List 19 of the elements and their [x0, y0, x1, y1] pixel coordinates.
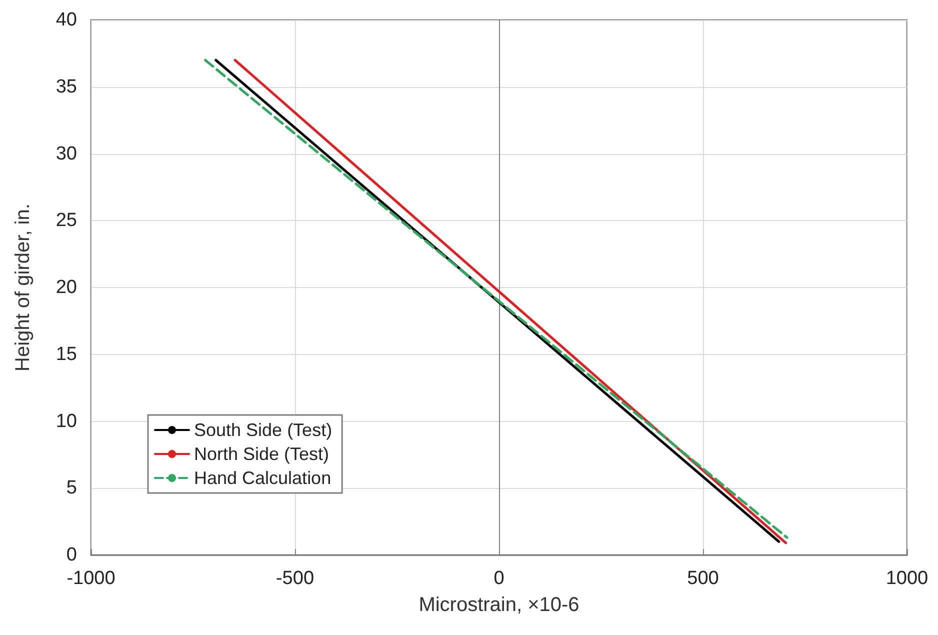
y-tick-label: 20: [56, 277, 77, 298]
y-axis-title: Height of girder, in.: [12, 204, 34, 372]
y-tick-label: 5: [66, 478, 77, 499]
x-axis-title: Microstrain, ×10-6: [418, 594, 580, 616]
legend-label: South Side (Test): [194, 420, 332, 440]
legend-label: North Side (Test): [194, 444, 330, 464]
x-tick-label: 1000: [886, 568, 928, 589]
y-tick-label: 10: [56, 410, 77, 432]
y-tick-label: 30: [56, 143, 77, 164]
y-tick-label: 35: [56, 76, 77, 98]
y-tick-label: 40: [56, 10, 77, 30]
x-tick-label: -1000: [66, 568, 116, 589]
y-tick-label: 15: [56, 344, 77, 365]
legend-label: Hand Calculation: [194, 468, 332, 488]
x-tick-label: 500: [687, 568, 719, 589]
x-tick-label: -500: [276, 568, 314, 589]
x-tick-label: 0: [494, 568, 504, 589]
y-tick-label: 0: [66, 544, 77, 566]
y-tick-label: 25: [56, 210, 77, 232]
